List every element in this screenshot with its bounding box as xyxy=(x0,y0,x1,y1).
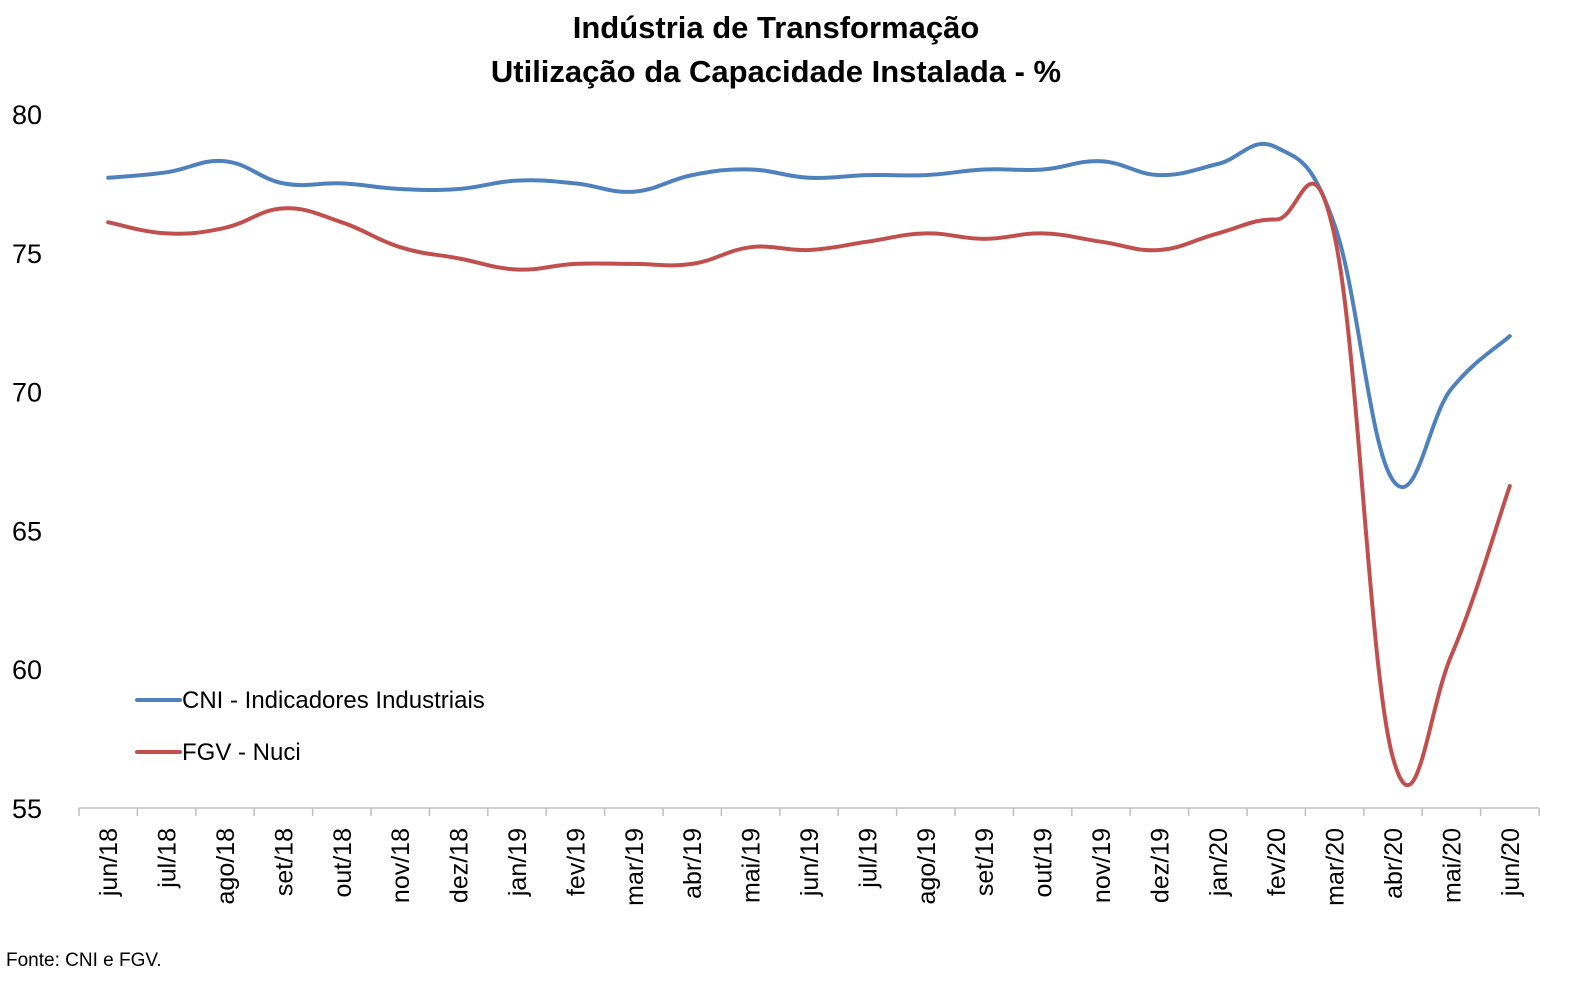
x-tick-label: fev/19 xyxy=(562,828,590,896)
x-tick-label: mar/20 xyxy=(1322,828,1350,906)
legend-label: CNI - Indicadores Industriais xyxy=(182,687,485,714)
x-tick-label: jun/20 xyxy=(1497,828,1525,897)
x-tick-label: out/19 xyxy=(1030,828,1058,898)
x-tick-label: dez/18 xyxy=(446,828,474,903)
x-tick-label: set/18 xyxy=(270,828,298,896)
series-line-fgv xyxy=(106,181,1512,788)
y-axis: 55 60 65 70 75 80 xyxy=(12,100,42,824)
legend-label: FGV - Nuci xyxy=(182,739,301,766)
series-line-cni xyxy=(106,141,1512,490)
chart-subtitle: Utilização da Capacidade Instalada - % xyxy=(491,54,1061,89)
x-tick-label: jan/19 xyxy=(504,828,532,897)
x-tick-label: nov/18 xyxy=(387,828,415,903)
x-tick-label: mar/19 xyxy=(621,828,649,906)
y-tick-label: 70 xyxy=(12,378,42,408)
x-tick-label: abr/19 xyxy=(679,828,707,899)
x-tick-label: out/18 xyxy=(329,828,357,898)
x-tick-label: set/19 xyxy=(971,828,999,896)
x-tick-label: jul/19 xyxy=(854,828,882,889)
chart-title: Indústria de Transformação xyxy=(573,10,980,45)
x-tick-label: jun/19 xyxy=(796,828,824,897)
x-tick-label: fev/20 xyxy=(1263,828,1291,896)
x-tick-label: abr/20 xyxy=(1380,828,1408,899)
y-tick-label: 75 xyxy=(12,239,42,269)
series-lines xyxy=(106,141,1512,788)
y-tick-label: 60 xyxy=(12,655,42,685)
x-axis-ticks: jun/18 jul/18 ago/18 set/18 out/18 nov/18 dez/… xyxy=(78,808,1540,906)
source-note: Fonte: CNI e FGV. xyxy=(6,950,162,971)
x-tick-label: ago/18 xyxy=(212,828,240,904)
x-tick-label: ago/19 xyxy=(913,828,941,904)
y-tick-label: 65 xyxy=(12,516,42,546)
x-tick-label: jul/18 xyxy=(154,828,182,889)
y-tick-label: 55 xyxy=(12,794,42,824)
x-tick-label: jun/18 xyxy=(95,828,123,897)
x-tick-label: nov/19 xyxy=(1088,828,1116,903)
legend: CNI - Indicadores Industriais FGV - Nuci xyxy=(135,687,485,766)
x-tick-label: mai/20 xyxy=(1438,828,1466,903)
y-tick-label: 80 xyxy=(12,100,42,130)
x-tick-label: jan/20 xyxy=(1205,828,1233,897)
x-tick-label: dez/19 xyxy=(1146,828,1174,903)
x-tick-label: mai/19 xyxy=(738,828,766,903)
